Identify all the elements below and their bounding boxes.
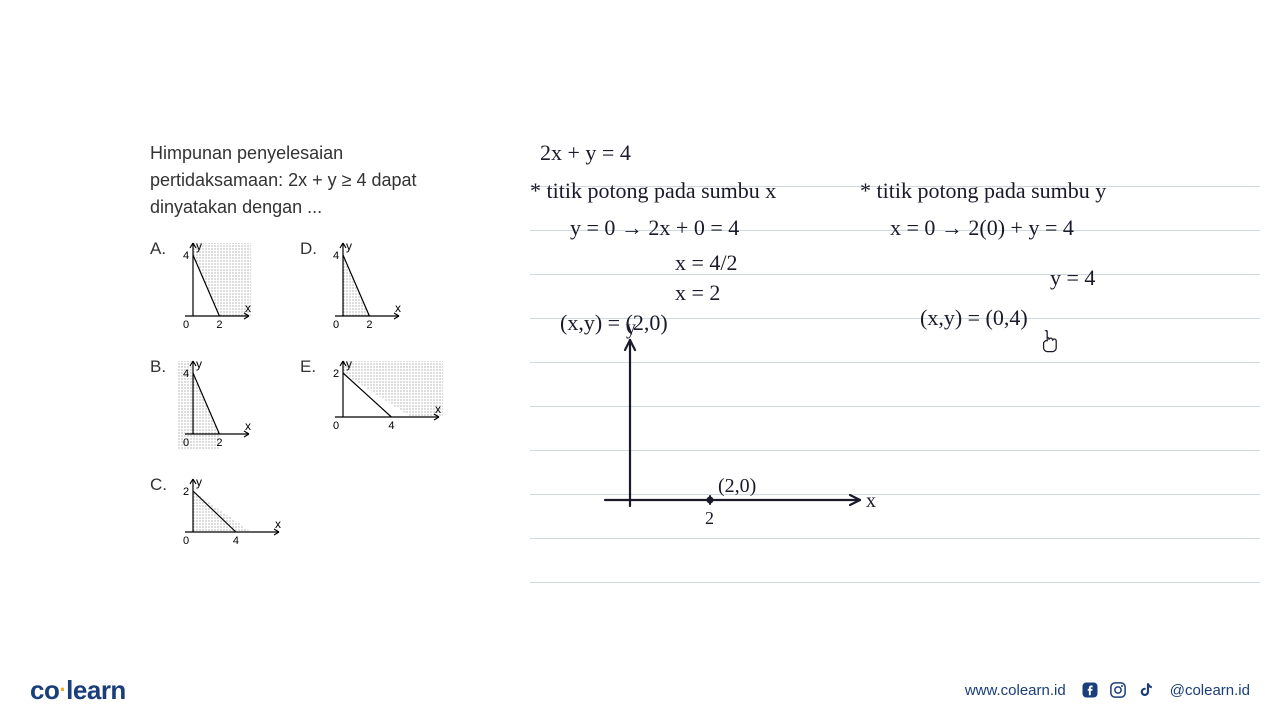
svg-text:4: 4 <box>333 250 339 262</box>
cursor-pointer-icon <box>1040 330 1064 362</box>
svg-text:0: 0 <box>183 437 189 449</box>
svg-text:y: y <box>346 239 352 253</box>
facebook-icon <box>1080 680 1100 700</box>
svg-text:2: 2 <box>705 508 714 528</box>
coordinate-sketch: y x 2(2,0) <box>530 130 1260 610</box>
svg-text:x: x <box>395 301 401 315</box>
instagram-icon <box>1108 680 1128 700</box>
svg-text:2: 2 <box>367 319 373 331</box>
footer-url: www.colearn.id <box>965 682 1066 699</box>
option-c: C. y x 2 4 0 <box>150 475 300 555</box>
footer-right: www.colearn.id @colearn.id <box>965 680 1250 700</box>
svg-text:x: x <box>866 490 876 512</box>
svg-text:4: 4 <box>183 250 189 262</box>
question-text: Himpunan penyelesaian pertidaksamaan: 2x… <box>150 140 480 221</box>
option-b: B. y x 4 2 0 <box>150 357 300 457</box>
option-a: A. y x 4 2 0 <box>150 239 300 339</box>
svg-text:y: y <box>626 317 636 339</box>
svg-text:y: y <box>196 475 202 489</box>
option-c-label: C. <box>150 475 167 495</box>
option-c-graph: y x 2 4 0 <box>175 475 285 555</box>
svg-text:2: 2 <box>216 319 222 331</box>
option-a-label: A. <box>150 239 166 259</box>
question-line3: dinyatakan dengan ... <box>150 197 322 217</box>
svg-text:0: 0 <box>333 319 339 331</box>
svg-text:2: 2 <box>333 368 339 380</box>
svg-text:4: 4 <box>388 420 394 432</box>
logo-learn: learn <box>66 675 126 705</box>
option-e: E. y x 2 4 0 <box>300 357 450 440</box>
option-d-label: D. <box>300 239 317 259</box>
work-area: 2x + y = 4* titik potong pada sumbu xy =… <box>530 130 1260 610</box>
svg-text:x: x <box>245 419 251 433</box>
option-e-label: E. <box>300 357 316 377</box>
question-line2: pertidaksamaan: 2x + y ≥ 4 dapat <box>150 170 417 190</box>
svg-text:y: y <box>196 357 202 371</box>
logo-co: co <box>30 675 59 705</box>
svg-text:0: 0 <box>333 420 339 432</box>
option-d: D. y x 4 2 0 <box>300 239 450 339</box>
tiktok-icon <box>1136 680 1156 700</box>
svg-text:x: x <box>245 301 251 315</box>
footer: co·learn www.colearn.id @colearn.id <box>0 660 1280 720</box>
option-b-label: B. <box>150 357 166 377</box>
svg-text:4: 4 <box>233 535 239 547</box>
svg-text:2: 2 <box>216 437 222 449</box>
brand-logo: co·learn <box>30 675 126 706</box>
option-a-graph: y x 4 2 0 <box>175 239 255 339</box>
svg-text:0: 0 <box>183 319 189 331</box>
svg-text:x: x <box>435 402 441 416</box>
question-panel: Himpunan penyelesaian pertidaksamaan: 2x… <box>150 140 480 573</box>
svg-text:(2,0): (2,0) <box>718 475 756 497</box>
options-grid: A. y x 4 2 0 B. y x 4 2 0 C. y x 2 4 0 D. y x 4 2 0 E. y… <box>150 239 480 573</box>
option-d-graph: y x 4 2 0 <box>325 239 405 339</box>
question-line1: Himpunan penyelesaian <box>150 143 343 163</box>
svg-text:2: 2 <box>183 486 189 498</box>
svg-text:y: y <box>346 357 352 371</box>
footer-handle: @colearn.id <box>1170 682 1250 699</box>
svg-text:y: y <box>196 239 202 253</box>
logo-dot-icon: · <box>59 677 66 702</box>
svg-text:x: x <box>275 517 281 531</box>
social-icons <box>1080 680 1156 700</box>
option-b-graph: y x 4 2 0 <box>175 357 255 457</box>
svg-text:0: 0 <box>183 535 189 547</box>
option-e-graph: y x 2 4 0 <box>325 357 445 440</box>
svg-text:4: 4 <box>183 368 189 380</box>
